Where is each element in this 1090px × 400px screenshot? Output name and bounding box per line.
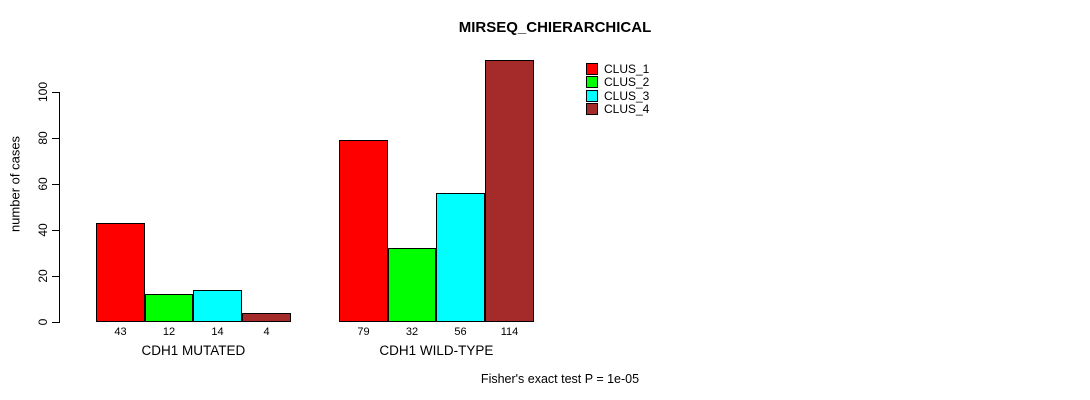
- legend-row-clus-3: CLUS_3: [586, 89, 649, 103]
- group-label-cdh1-wild-type: CDH1 WILD-TYPE: [379, 343, 494, 358]
- legend-swatch-clus-2: [586, 76, 598, 89]
- y-tick-mark-100: [52, 91, 60, 93]
- bar-value-clus-2-cdh1-mutated: 12: [162, 326, 176, 338]
- bar-value-clus-3-cdh1-wild-type: 56: [454, 326, 467, 338]
- bar-clus-4-cdh1-wild-type: [485, 59, 534, 322]
- bar-value-clus-1-cdh1-mutated: 43: [114, 326, 127, 338]
- bar-value-clus-2-cdh1-wild-type: 32: [405, 326, 419, 338]
- footer-annotation: Fisher's exact test P = 1e-05: [480, 372, 640, 386]
- bar-value-clus-4-cdh1-mutated: 4: [263, 326, 270, 338]
- y-tick-label-100: 100: [36, 81, 50, 103]
- bar-clus-3-cdh1-wild-type: [436, 193, 485, 322]
- y-tick-label-60: 60: [36, 177, 50, 191]
- y-tick-mark-60: [52, 183, 60, 185]
- bar-clus-2-cdh1-wild-type: [388, 248, 436, 322]
- bar-value-clus-1-cdh1-wild-type: 79: [357, 326, 370, 338]
- y-tick-mark-20: [52, 275, 60, 277]
- legend-swatch-clus-3: [586, 89, 598, 102]
- group-label-cdh1-mutated: CDH1 MUTATED: [141, 343, 246, 358]
- bar-value-clus-4-cdh1-wild-type: 114: [500, 326, 519, 338]
- legend-row-clus-4: CLUS_4: [586, 102, 650, 117]
- y-tick-label-0: 0: [36, 318, 50, 326]
- legend-label-clus-2: CLUS_2: [604, 75, 650, 90]
- legend-swatch-clus-4: [586, 103, 598, 116]
- bar-clus-1-cdh1-mutated: [96, 223, 145, 322]
- chart-title: MIRSEQ_CHIERARCHICAL: [458, 19, 652, 36]
- y-tick-label-80: 80: [36, 131, 50, 145]
- bar-value-clus-3-cdh1-mutated: 14: [211, 326, 224, 338]
- y-axis-line: [59, 92, 60, 323]
- y-axis-title: number of cases: [7, 135, 23, 233]
- legend-label-clus-3: CLUS_3: [604, 88, 650, 103]
- legend-row-clus-1: CLUS_1: [586, 62, 649, 76]
- y-tick-mark-80: [52, 137, 60, 139]
- y-tick-label-40: 40: [36, 223, 50, 237]
- legend-label-clus-4: CLUS_4: [604, 102, 650, 117]
- bar-clus-2-cdh1-mutated: [145, 294, 193, 322]
- bar-clus-3-cdh1-mutated: [193, 289, 242, 322]
- legend-label-clus-1: CLUS_1: [604, 61, 650, 76]
- bar-clus-4-cdh1-mutated: [242, 312, 291, 322]
- legend-row-clus-2: CLUS_2: [586, 75, 650, 90]
- y-tick-mark-40: [52, 229, 60, 231]
- y-tick-mark-0: [52, 321, 60, 323]
- bar-clus-1-cdh1-wild-type: [339, 140, 388, 322]
- legend: CLUS_1 CLUS_2 CLUS_3 CLUS_4: [586, 62, 649, 116]
- legend-swatch-clus-1: [586, 62, 598, 75]
- y-tick-label-20: 20: [36, 269, 50, 283]
